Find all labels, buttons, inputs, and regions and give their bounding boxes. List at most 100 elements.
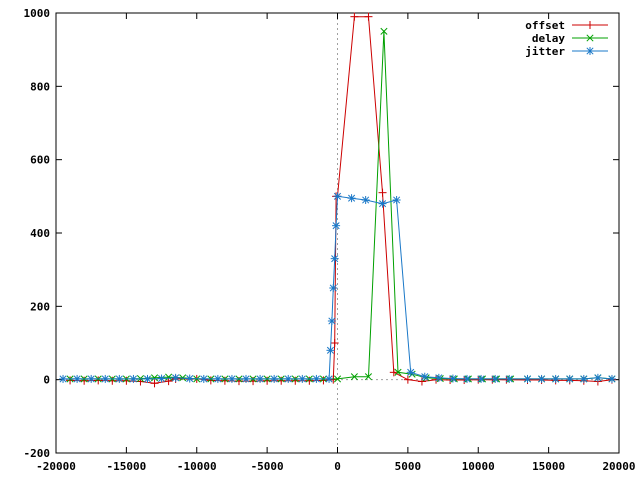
data-point-jitter xyxy=(270,374,279,383)
data-point-offset xyxy=(291,376,300,385)
series-jitter xyxy=(59,192,616,383)
x-tick-label: 10000 xyxy=(462,460,495,473)
y-tick-label: 800 xyxy=(30,80,50,93)
data-point-delay xyxy=(394,368,402,376)
data-point-jitter xyxy=(326,346,335,355)
data-point-delay xyxy=(333,375,342,383)
legend-label: jitter xyxy=(525,45,565,58)
data-point-offset xyxy=(403,375,412,384)
data-point-offset xyxy=(277,376,286,385)
data-point-offset xyxy=(150,379,159,388)
data-point-offset xyxy=(122,376,131,385)
data-point-jitter xyxy=(537,374,546,383)
data-point-offset xyxy=(417,377,426,386)
data-point-jitter xyxy=(593,373,602,382)
data-point-jitter xyxy=(284,374,293,383)
data-point-jitter xyxy=(462,374,471,383)
data-point-jitter xyxy=(329,284,338,292)
data-point-jitter xyxy=(378,199,387,208)
x-tick-label: 5000 xyxy=(395,460,422,473)
legend-label: delay xyxy=(532,32,565,45)
data-point-delay xyxy=(350,373,358,381)
y-tick-label: 0 xyxy=(43,374,50,387)
data-point-jitter xyxy=(185,374,194,383)
data-point-jitter xyxy=(551,374,560,383)
data-point-jitter xyxy=(448,374,457,383)
data-point-jitter xyxy=(523,374,532,383)
data-point-jitter xyxy=(143,374,152,383)
data-point-offset xyxy=(263,376,272,385)
x-tick-label: -5000 xyxy=(251,460,284,473)
data-point-delay xyxy=(165,373,173,381)
series-layer xyxy=(59,12,616,388)
data-point-jitter xyxy=(242,374,251,383)
data-point-offset xyxy=(206,376,215,385)
data-point-offset xyxy=(305,376,314,385)
data-point-offset xyxy=(364,12,373,21)
data-point-offset xyxy=(80,376,89,385)
data-point-jitter xyxy=(420,372,429,381)
data-point-jitter xyxy=(115,374,124,383)
x-tick-label: -15000 xyxy=(107,460,147,473)
data-point-offset xyxy=(94,376,103,385)
data-point-jitter xyxy=(157,374,166,383)
axes-layer: -200 0 200 400 600 800 1000 -20000 -15000 -10000 -… xyxy=(24,7,636,473)
data-point-jitter xyxy=(87,374,96,383)
data-point-jitter xyxy=(59,374,68,383)
data-point-jitter xyxy=(332,221,341,230)
data-point-jitter xyxy=(171,373,180,382)
data-point-jitter xyxy=(199,374,208,383)
y-tick-label: 600 xyxy=(30,154,50,167)
legend-marker-delay xyxy=(586,34,594,42)
data-point-jitter xyxy=(213,374,222,383)
data-point-jitter xyxy=(73,374,82,383)
data-point-jitter xyxy=(312,374,321,383)
data-point-offset xyxy=(66,376,75,385)
data-point-jitter xyxy=(129,374,138,383)
legend-item-delay: delay xyxy=(532,32,608,45)
legend-label: offset xyxy=(525,19,565,32)
data-point-jitter xyxy=(434,373,443,382)
data-point-offset xyxy=(220,376,229,385)
y-tick-label: -200 xyxy=(24,447,51,460)
data-point-offset xyxy=(108,376,117,385)
data-point-jitter xyxy=(361,196,370,204)
data-point-offset xyxy=(319,376,328,385)
legend-marker-offset xyxy=(586,21,594,29)
data-point-jitter xyxy=(565,374,574,383)
y-tick-label: 1000 xyxy=(24,7,51,20)
data-point-jitter xyxy=(607,374,616,383)
x-tick-label: -10000 xyxy=(177,460,217,473)
data-point-delay xyxy=(364,373,373,381)
data-point-jitter xyxy=(406,368,415,377)
data-point-offset xyxy=(378,188,387,197)
data-point-jitter xyxy=(392,196,401,204)
x-tick-label: 20000 xyxy=(602,460,635,473)
data-point-jitter xyxy=(227,374,236,383)
x-tick-label: -20000 xyxy=(36,460,76,473)
data-point-delay xyxy=(150,374,159,382)
data-point-jitter xyxy=(333,192,342,201)
y-tick-label: 200 xyxy=(30,300,50,313)
x-tick-label: 15000 xyxy=(532,460,565,473)
x-tick-label: 0 xyxy=(334,460,341,473)
data-point-jitter xyxy=(327,317,336,325)
data-point-jitter xyxy=(505,374,514,383)
data-point-jitter xyxy=(491,374,500,383)
legend-marker-jitter xyxy=(586,47,594,55)
legend-item-offset: offset xyxy=(525,19,608,32)
data-point-offset xyxy=(330,339,339,347)
data-point-jitter xyxy=(330,254,339,263)
data-point-delay xyxy=(380,27,388,35)
data-point-offset xyxy=(350,12,359,21)
data-point-offset xyxy=(389,368,398,377)
data-point-jitter xyxy=(347,194,356,203)
data-point-jitter xyxy=(477,374,486,383)
data-point-jitter xyxy=(256,374,265,383)
data-point-jitter xyxy=(325,374,334,383)
data-point-offset xyxy=(329,375,338,384)
